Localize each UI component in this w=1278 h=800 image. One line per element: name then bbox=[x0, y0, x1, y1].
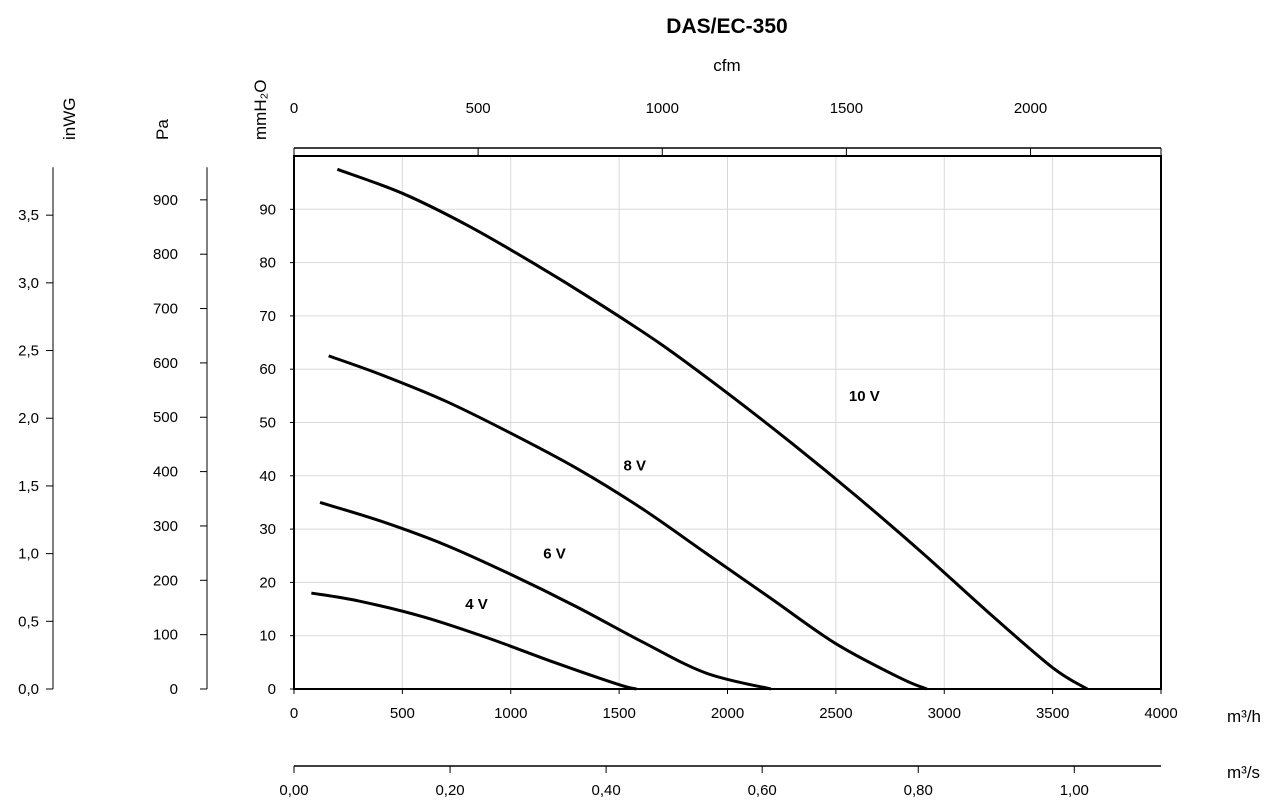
x-tick-label: 2500 bbox=[819, 705, 852, 722]
series-label: 6 V bbox=[543, 545, 566, 562]
inwg-tick-label: 2,5 bbox=[18, 343, 39, 360]
series-line-8v bbox=[328, 354, 928, 691]
series-label: 10 V bbox=[849, 388, 880, 405]
x-tick-label: 1500 bbox=[602, 705, 635, 722]
series-label: 8 V bbox=[623, 457, 646, 474]
bottom-axis-unit-label: m³/h bbox=[1227, 707, 1261, 726]
y-tick-label: 20 bbox=[259, 574, 276, 591]
inwg-tick-label: 1,5 bbox=[18, 478, 39, 495]
cfm-tick-label: 1500 bbox=[830, 100, 863, 117]
series-line-10v bbox=[336, 167, 1089, 691]
pa-tick-label: 300 bbox=[153, 518, 178, 535]
y-tick-label: 70 bbox=[259, 308, 276, 325]
inwg-tick-label: 3,5 bbox=[18, 207, 39, 224]
cfm-tick-label: 2000 bbox=[1014, 100, 1047, 117]
mmh2o-axis-title: mmH₂O bbox=[251, 80, 270, 140]
inwg-tick-label: 3,0 bbox=[18, 275, 39, 292]
pa-tick-label: 200 bbox=[153, 572, 178, 589]
pa-tick-label: 400 bbox=[153, 464, 178, 481]
cfm-tick-label: 0 bbox=[290, 100, 298, 117]
series-line-4v bbox=[311, 591, 637, 691]
pa-tick-label: 0 bbox=[170, 681, 178, 698]
plot-frame bbox=[293, 155, 1162, 690]
inwg-tick-label: 1,0 bbox=[18, 546, 39, 563]
y-tick-label: 50 bbox=[259, 415, 276, 432]
m3s-tick-label: 0,20 bbox=[435, 782, 464, 799]
series-labels: 10 V 8 V 6 V 4 V bbox=[465, 388, 880, 613]
grid-lines bbox=[294, 156, 1161, 689]
inwg-tick-label: 2,0 bbox=[18, 410, 39, 427]
bottom2-axis-unit-label: m³/s bbox=[1227, 763, 1260, 782]
y-tick-label: 40 bbox=[259, 468, 276, 485]
x-tick-label: 3000 bbox=[928, 705, 961, 722]
pa-tick-label: 500 bbox=[153, 409, 178, 426]
y-tick-label: 60 bbox=[259, 361, 276, 378]
m3s-tick-label: 0,60 bbox=[748, 782, 777, 799]
x-tick-label: 3500 bbox=[1036, 705, 1069, 722]
y-tick-label: 80 bbox=[259, 255, 276, 272]
pa-tick-label: 600 bbox=[153, 355, 178, 372]
series-label: 4 V bbox=[465, 596, 488, 613]
m3s-tick-label: 0,80 bbox=[904, 782, 933, 799]
inwg-axis-title: inWG bbox=[60, 98, 79, 141]
pa-tick-label: 800 bbox=[153, 246, 178, 263]
cfm-tick-label: 1000 bbox=[646, 100, 679, 117]
x-tick-label: 4000 bbox=[1144, 705, 1177, 722]
y-tick-label: 0 bbox=[268, 681, 276, 698]
x-tick-label: 0 bbox=[290, 705, 298, 722]
series-line-6v bbox=[319, 501, 772, 691]
pa-tick-label: 900 bbox=[153, 192, 178, 209]
axes: 0 500 1000 1500 2000 2500 3000 3500 400001020304… bbox=[18, 100, 1178, 799]
inwg-tick-label: 0,0 bbox=[18, 681, 39, 698]
series-lines bbox=[311, 167, 1089, 691]
m3s-tick-label: 0,00 bbox=[279, 782, 308, 799]
pa-axis-title: Pa bbox=[153, 119, 172, 140]
pa-tick-label: 700 bbox=[153, 301, 178, 318]
m3s-tick-label: 0,40 bbox=[592, 782, 621, 799]
top-axis-unit-label: cfm bbox=[713, 56, 740, 75]
inwg-tick-label: 0,5 bbox=[18, 613, 39, 630]
x-tick-label: 500 bbox=[390, 705, 415, 722]
x-tick-label: 2000 bbox=[711, 705, 744, 722]
x-tick-label: 1000 bbox=[494, 705, 527, 722]
y-tick-label: 10 bbox=[259, 628, 276, 645]
m3s-tick-label: 1,00 bbox=[1060, 782, 1089, 799]
y-tick-label: 30 bbox=[259, 521, 276, 538]
y-tick-label: 90 bbox=[259, 201, 276, 218]
chart-title: DAS/EC-350 bbox=[666, 15, 787, 38]
cfm-tick-label: 500 bbox=[466, 100, 491, 117]
pa-tick-label: 100 bbox=[153, 627, 178, 644]
